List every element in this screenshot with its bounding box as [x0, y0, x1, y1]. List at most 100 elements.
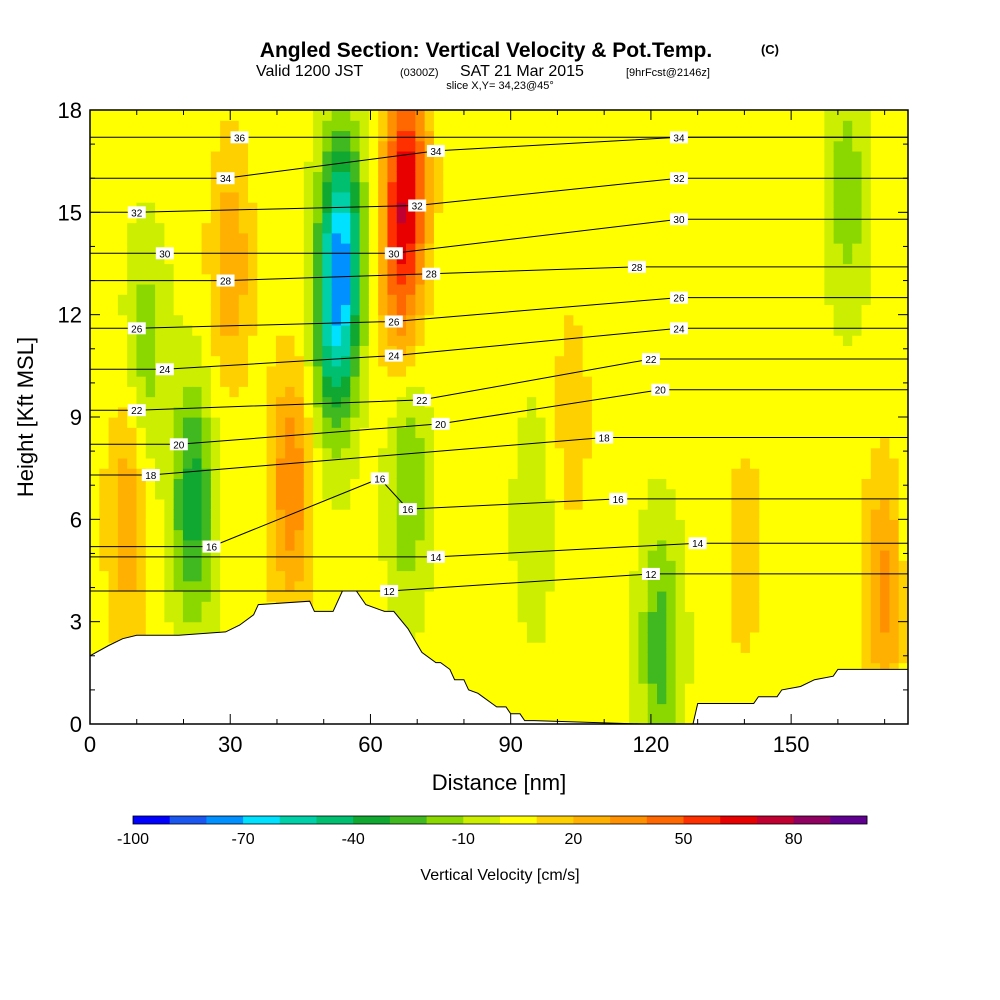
velocity-cell	[313, 140, 323, 152]
velocity-cell	[777, 642, 788, 653]
velocity-cell	[471, 498, 482, 510]
velocity-cell	[610, 386, 621, 398]
velocity-cell	[164, 263, 175, 275]
velocity-cell	[443, 212, 454, 224]
velocity-cell	[694, 642, 705, 653]
velocity-cell	[257, 191, 268, 203]
velocity-cell	[182, 232, 193, 244]
velocity-cell	[368, 529, 379, 541]
velocity-cell	[285, 232, 296, 244]
velocity-cell	[461, 457, 472, 469]
velocity-cell	[229, 243, 240, 254]
velocity-cell	[657, 457, 667, 469]
velocity-cell	[471, 652, 482, 664]
velocity-cell	[787, 529, 798, 541]
velocity-cell	[415, 590, 426, 602]
velocity-cell	[127, 253, 138, 265]
velocity-cell	[629, 539, 640, 551]
velocity-cell	[117, 621, 128, 633]
velocity-cell	[787, 130, 798, 142]
velocity-cell	[350, 263, 361, 275]
velocity-cell	[638, 621, 649, 633]
velocity-cell	[313, 580, 323, 592]
velocity-cell	[722, 294, 732, 306]
velocity-cell	[554, 161, 565, 172]
velocity-cell	[90, 304, 100, 316]
velocity-cell	[313, 519, 323, 531]
velocity-cell	[722, 498, 732, 510]
velocity-cell	[573, 498, 584, 510]
velocity-cell	[582, 672, 593, 684]
velocity-cell	[722, 529, 732, 541]
velocity-cell	[619, 345, 630, 357]
velocity-cell	[601, 406, 612, 418]
velocity-cell	[415, 150, 426, 162]
velocity-cell	[777, 683, 788, 694]
velocity-cell	[201, 417, 212, 428]
velocity-cell	[378, 529, 389, 541]
velocity-cell	[238, 539, 249, 551]
velocity-cell	[573, 304, 584, 316]
velocity-cell	[573, 294, 584, 306]
velocity-cell	[461, 468, 472, 479]
velocity-cell	[164, 550, 175, 561]
velocity-cell	[582, 631, 593, 643]
velocity-cell	[694, 468, 705, 479]
velocity-cell	[759, 447, 770, 459]
velocity-cell	[257, 181, 268, 193]
velocity-cell	[582, 150, 593, 162]
velocity-cell	[508, 161, 519, 172]
velocity-cell	[210, 283, 221, 295]
velocity-cell	[108, 120, 119, 132]
velocity-cell	[610, 406, 621, 418]
velocity-cell	[117, 447, 128, 459]
velocity-cell	[90, 417, 100, 428]
velocity-cell	[629, 693, 640, 705]
velocity-cell	[684, 140, 695, 152]
velocity-cell	[192, 611, 203, 623]
velocity-cell	[155, 335, 165, 346]
velocity-cell	[610, 590, 621, 602]
velocity-cell	[787, 222, 798, 234]
velocity-cell	[443, 601, 454, 613]
velocity-cell	[545, 130, 556, 142]
velocity-cell	[294, 560, 305, 572]
velocity-cell	[805, 437, 816, 449]
velocity-cell	[350, 324, 361, 336]
velocity-cell	[99, 324, 110, 336]
velocity-cell	[387, 304, 398, 316]
velocity-cell	[833, 222, 844, 234]
velocity-cell	[619, 253, 630, 265]
velocity-cell	[220, 570, 231, 582]
velocity-cell	[145, 345, 156, 357]
velocity-cell	[275, 386, 286, 398]
velocity-cell	[238, 447, 249, 459]
velocity-cell	[610, 283, 621, 295]
velocity-cell	[499, 693, 509, 705]
velocity-cell	[675, 590, 686, 602]
velocity-cell	[489, 120, 500, 132]
velocity-cell	[90, 560, 100, 572]
velocity-cell	[331, 140, 342, 152]
velocity-cell	[471, 672, 482, 684]
velocity-cell	[415, 468, 426, 479]
velocity-cell	[136, 396, 147, 408]
velocity-cell	[480, 437, 491, 449]
velocity-cell	[443, 488, 454, 500]
velocity-cell	[313, 427, 323, 439]
velocity-cell	[117, 161, 128, 172]
velocity-cell	[257, 386, 268, 398]
velocity-cell	[415, 232, 426, 244]
velocity-cell	[406, 376, 416, 387]
velocity-cell	[526, 601, 537, 613]
velocity-cell	[684, 396, 695, 408]
velocity-cell	[740, 345, 751, 357]
velocity-cell	[117, 631, 128, 643]
velocity-cell	[201, 263, 212, 275]
velocity-cell	[173, 611, 184, 623]
velocity-cell	[759, 273, 770, 285]
velocity-cell	[703, 683, 714, 694]
velocity-cell	[740, 662, 751, 674]
velocity-cell	[712, 580, 723, 592]
velocity-cell	[285, 396, 296, 408]
